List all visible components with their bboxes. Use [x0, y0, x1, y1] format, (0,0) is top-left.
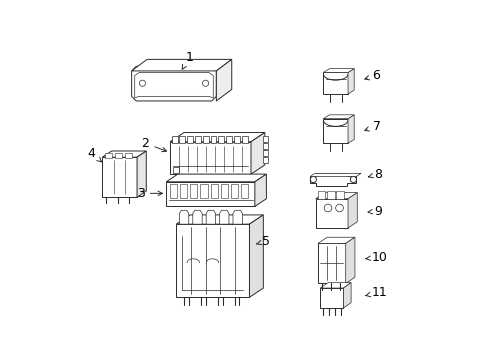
Polygon shape — [320, 283, 350, 288]
Bar — [180, 184, 187, 198]
Bar — [315, 199, 347, 228]
Bar — [263, 150, 267, 156]
Circle shape — [310, 176, 316, 183]
Bar — [317, 191, 325, 199]
Text: 7: 7 — [364, 120, 380, 133]
Text: 9: 9 — [367, 204, 381, 217]
Polygon shape — [170, 132, 264, 142]
Polygon shape — [131, 59, 231, 71]
Polygon shape — [166, 174, 266, 182]
Bar — [220, 184, 227, 198]
Text: 11: 11 — [365, 286, 386, 299]
Polygon shape — [179, 210, 188, 224]
Bar — [170, 184, 177, 198]
Circle shape — [324, 204, 331, 212]
Circle shape — [335, 204, 343, 212]
Bar — [225, 136, 231, 143]
Bar — [195, 136, 201, 143]
Bar — [323, 119, 347, 143]
Polygon shape — [254, 174, 266, 206]
Bar — [336, 191, 343, 199]
Bar — [326, 191, 334, 199]
Bar — [210, 136, 216, 143]
Text: 3: 3 — [137, 187, 162, 200]
Bar — [203, 136, 208, 143]
Circle shape — [139, 80, 145, 86]
Polygon shape — [343, 283, 350, 308]
Polygon shape — [232, 210, 242, 224]
Polygon shape — [250, 132, 264, 174]
Bar — [190, 184, 197, 198]
Polygon shape — [102, 157, 137, 197]
Polygon shape — [315, 193, 357, 199]
Circle shape — [202, 80, 208, 86]
Bar — [115, 153, 122, 158]
Circle shape — [349, 176, 356, 183]
Bar — [320, 288, 343, 308]
Polygon shape — [131, 66, 216, 101]
Text: 6: 6 — [364, 69, 380, 82]
Polygon shape — [170, 142, 250, 174]
Polygon shape — [176, 215, 263, 224]
Bar — [210, 184, 217, 198]
Bar — [263, 143, 267, 149]
Polygon shape — [192, 210, 202, 224]
Polygon shape — [176, 224, 249, 297]
Polygon shape — [317, 237, 354, 243]
Bar — [200, 184, 207, 198]
Text: 10: 10 — [365, 251, 386, 264]
Bar — [124, 153, 131, 158]
Polygon shape — [102, 151, 146, 157]
Polygon shape — [206, 210, 215, 224]
Text: 5: 5 — [256, 235, 270, 248]
Polygon shape — [323, 115, 353, 119]
Polygon shape — [345, 237, 354, 283]
Text: 8: 8 — [367, 168, 381, 181]
Bar — [218, 136, 224, 143]
Polygon shape — [219, 210, 228, 224]
Text: 4: 4 — [87, 147, 102, 162]
Bar — [104, 153, 111, 158]
Text: 1: 1 — [182, 50, 193, 69]
Polygon shape — [310, 173, 360, 176]
Bar — [233, 136, 239, 143]
Text: 2: 2 — [142, 137, 166, 152]
Polygon shape — [249, 215, 263, 297]
Polygon shape — [347, 193, 357, 228]
Bar — [263, 136, 267, 142]
Bar — [317, 243, 345, 283]
Polygon shape — [323, 69, 353, 72]
Bar — [323, 72, 347, 94]
Bar — [187, 136, 193, 143]
Polygon shape — [137, 151, 146, 197]
Bar — [263, 157, 267, 163]
Bar — [179, 136, 185, 143]
Polygon shape — [216, 59, 231, 101]
Polygon shape — [347, 115, 353, 143]
Polygon shape — [166, 182, 254, 206]
Polygon shape — [347, 69, 353, 94]
Bar — [241, 136, 247, 143]
Bar — [241, 184, 247, 198]
Bar — [173, 167, 179, 172]
Bar — [171, 136, 177, 143]
Polygon shape — [310, 173, 356, 186]
Bar — [230, 184, 237, 198]
